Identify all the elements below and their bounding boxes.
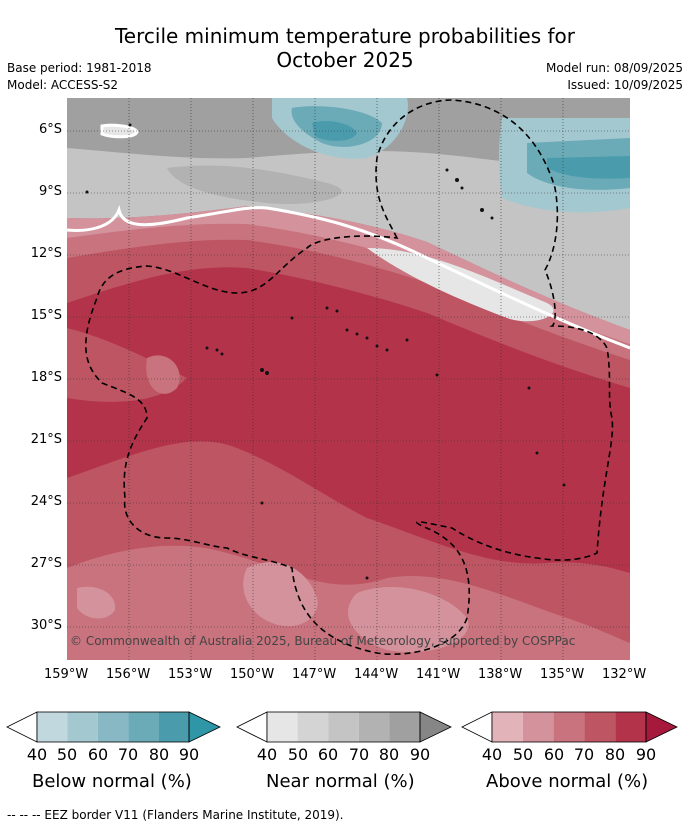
title-line-1: Tercile minimum temperature probabilitie… xyxy=(114,24,576,48)
legend-below-label: Below normal (%) xyxy=(32,771,192,792)
above-swatch-70 xyxy=(584,712,616,742)
cb-tick: 70 xyxy=(117,745,139,764)
near-swatch-80 xyxy=(389,712,420,742)
lat-label: 24°S xyxy=(30,494,62,509)
copyright-notice: © Commonwealth of Australia 2025, Bureau… xyxy=(70,634,576,648)
above-swatch-60 xyxy=(553,712,585,742)
map-title: Tercile minimum temperature probabilitie… xyxy=(0,24,690,72)
islands xyxy=(85,123,566,580)
cb-tick: 90 xyxy=(635,745,657,764)
cb-tick: 50 xyxy=(287,745,309,764)
base-period: Base period: 1981-2018 xyxy=(7,61,152,75)
near-normal-small-patch xyxy=(100,123,139,139)
cb-tick: 90 xyxy=(409,745,431,764)
cb-tick: 90 xyxy=(178,745,200,764)
lon-label: 156°W xyxy=(106,667,151,682)
above-patch-south-b xyxy=(348,587,469,653)
below-swatch-80 xyxy=(158,712,189,742)
below-patch-north-b-core xyxy=(547,156,630,179)
gridlines xyxy=(67,98,630,660)
colorbar-above xyxy=(461,711,678,743)
lat-label: 12°S xyxy=(30,246,62,261)
above-swatch-50 xyxy=(522,712,554,742)
meta-right: Model run: 08/09/2025 Issued: 10/09/2025 xyxy=(546,60,683,94)
issued-date: Issued: 10/09/2025 xyxy=(567,78,683,92)
eez-footnote: -- -- -- EEZ border V11 (Flanders Marine… xyxy=(7,808,344,822)
cb-tick: 70 xyxy=(573,745,595,764)
above-swatch-40 xyxy=(492,712,523,742)
near-normal-light-patch xyxy=(367,248,554,322)
lon-label: 141°W xyxy=(416,667,461,682)
lon-label: 144°W xyxy=(354,667,399,682)
cb-tick: 60 xyxy=(87,745,109,764)
lon-label: 150°W xyxy=(230,667,275,682)
near-swatch-40 xyxy=(267,712,298,742)
model-name: Model: ACCESS-S2 xyxy=(7,78,119,92)
above-band-60-south xyxy=(67,545,630,660)
eez-french-polynesia xyxy=(85,99,614,656)
cb-tick: 40 xyxy=(256,745,278,764)
lon-label: 138°W xyxy=(478,667,523,682)
cb-tick: 40 xyxy=(26,745,48,764)
lon-label: 135°W xyxy=(540,667,585,682)
above-patch-south-a xyxy=(243,562,318,627)
lon-label: 147°W xyxy=(292,667,337,682)
tercile-boundary-line xyxy=(67,204,630,350)
cb-tick: 80 xyxy=(604,745,626,764)
cb-tick: 60 xyxy=(543,745,565,764)
lat-label: 21°S xyxy=(30,432,62,447)
lat-label: 30°S xyxy=(30,618,62,633)
lon-label: 159°W xyxy=(44,667,89,682)
map-canvas xyxy=(67,98,630,660)
title-line-2: October 2025 xyxy=(276,48,414,72)
lat-label: 15°S xyxy=(30,308,62,323)
near-swatch-50 xyxy=(297,712,329,742)
lon-label: 153°W xyxy=(168,667,213,682)
lat-label: 27°S xyxy=(30,556,62,571)
colorbar-below xyxy=(6,711,221,743)
lon-label: 132°W xyxy=(602,667,647,682)
colorbar-near xyxy=(236,711,452,743)
lat-label: 9°S xyxy=(38,184,62,199)
cb-tick: 80 xyxy=(378,745,400,764)
model-run: Model run: 08/09/2025 xyxy=(545,61,683,75)
below-swatch-50 xyxy=(67,712,98,742)
above-patch-south-c xyxy=(77,586,116,619)
above-band-70-north xyxy=(67,213,630,388)
lat-label: 18°S xyxy=(30,370,62,385)
legend-above-label: Above normal (%) xyxy=(486,771,649,792)
meta-left: Base period: 1981-2018 Model: ACCESS-S2 xyxy=(7,60,152,94)
cb-tick: 40 xyxy=(481,745,503,764)
probability-map: © Commonwealth of Australia 2025, Bureau… xyxy=(67,98,630,660)
cb-tick: 60 xyxy=(317,745,339,764)
lat-label: 6°S xyxy=(38,122,62,137)
below-swatch-40 xyxy=(37,712,68,742)
cb-tick: 70 xyxy=(348,745,370,764)
colorbar-strip xyxy=(6,711,678,743)
near-swatch-60 xyxy=(328,712,359,742)
near-swatch-70 xyxy=(358,712,390,742)
eez-borders xyxy=(85,99,614,656)
near-normal-patch xyxy=(167,165,342,204)
legend-near-label: Near normal (%) xyxy=(266,771,415,792)
below-swatch-60 xyxy=(97,712,129,742)
cb-tick: 80 xyxy=(148,745,170,764)
above-patch-west-inner xyxy=(146,355,180,394)
cb-tick: 50 xyxy=(512,745,534,764)
below-swatch-70 xyxy=(128,712,159,742)
above-swatch-80 xyxy=(615,712,646,742)
cb-tick: 50 xyxy=(56,745,78,764)
